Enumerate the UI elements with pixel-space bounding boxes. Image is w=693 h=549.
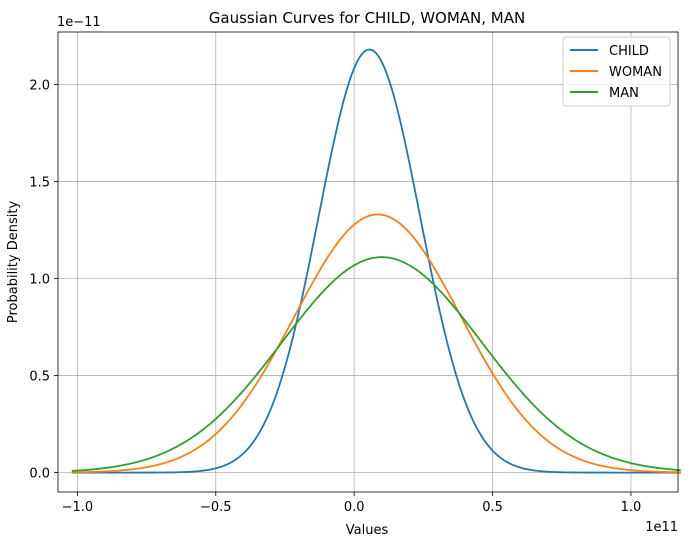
x-tick-label: −0.5 (200, 500, 232, 515)
legend-label-child: CHILD (609, 44, 649, 59)
y-offset-label: 1e−11 (57, 15, 101, 30)
chart-title: Gaussian Curves for CHILD, WOMAN, MAN (209, 9, 525, 27)
x-tick-label: 1.0 (621, 500, 642, 515)
x-tick-label: 0.0 (344, 500, 365, 515)
x-offset-label: 1e11 (645, 520, 678, 535)
legend: CHILD WOMAN MAN (562, 36, 671, 107)
series-line-child (71, 48, 681, 474)
y-tick-label: 2.0 (29, 78, 50, 93)
legend-label-woman: WOMAN (609, 65, 662, 80)
x-tick-label: −1.0 (62, 500, 94, 515)
axes (57, 31, 679, 493)
y-tick-label: 0.5 (29, 370, 50, 385)
y-tick-label: 1.5 (29, 175, 50, 190)
y-axis-label: Probability Density (6, 201, 21, 324)
y-tick-label: 1.0 (29, 272, 50, 287)
ticks: −1.0 −0.5 0.0 0.5 1.0 0.0 0.5 1.0 1.5 2.0 (29, 78, 641, 515)
series-line-man (71, 256, 681, 472)
y-tick-label: 0.0 (29, 467, 50, 482)
legend-label-man: MAN (609, 86, 639, 101)
x-tick-label: 0.5 (482, 500, 503, 515)
plot-frame (57, 31, 679, 493)
series-line-woman (71, 213, 681, 474)
series-lines (71, 48, 681, 474)
x-axis-label: Values (346, 523, 389, 538)
legend-box (562, 36, 671, 107)
